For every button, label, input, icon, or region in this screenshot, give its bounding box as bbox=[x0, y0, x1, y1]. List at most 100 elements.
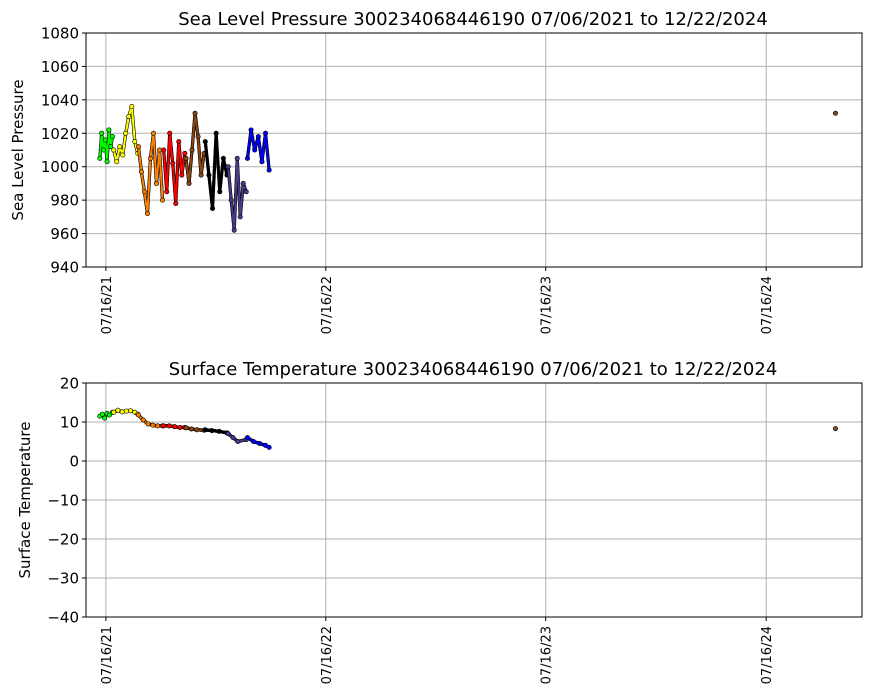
data-point bbox=[145, 421, 151, 427]
data-point bbox=[235, 438, 241, 444]
x-tick-label: 07/16/24 bbox=[760, 276, 775, 334]
series-4 bbox=[183, 110, 207, 186]
data-point bbox=[123, 130, 129, 136]
data-point bbox=[106, 127, 112, 133]
data-point bbox=[153, 180, 159, 186]
series-3 bbox=[161, 423, 188, 430]
data-point bbox=[186, 180, 192, 186]
data-point bbox=[160, 197, 166, 203]
y-tick-label: −10 bbox=[47, 492, 79, 510]
data-point bbox=[150, 130, 156, 136]
y-axis-label: Sea Level Pressure bbox=[9, 79, 27, 220]
series-7 bbox=[244, 435, 272, 450]
data-point bbox=[117, 144, 123, 150]
x-tick-label: 07/16/22 bbox=[320, 276, 335, 334]
x-tick-label: 07/16/24 bbox=[760, 626, 775, 684]
data-point bbox=[114, 159, 120, 165]
data-point bbox=[216, 428, 222, 434]
data-point bbox=[115, 407, 121, 413]
data-point bbox=[120, 152, 126, 158]
data-point bbox=[250, 438, 256, 444]
series-1 bbox=[111, 407, 141, 417]
data-point bbox=[144, 211, 150, 217]
data-point bbox=[164, 189, 170, 195]
series-8 bbox=[832, 110, 838, 116]
data-point bbox=[198, 172, 204, 178]
data-point bbox=[100, 147, 106, 153]
y-tick-label: 1020 bbox=[41, 125, 79, 143]
data-point bbox=[202, 427, 208, 433]
chart-title: Sea Level Pressure 300234068446190 07/06… bbox=[178, 9, 768, 30]
data-point bbox=[111, 409, 117, 415]
sea-level-pressure-chart: Sea Level Pressure 300234068446190 07/06… bbox=[9, 9, 863, 334]
x-tick-label: 07/16/22 bbox=[320, 626, 335, 684]
data-point bbox=[102, 415, 108, 421]
data-point bbox=[173, 200, 179, 206]
data-point bbox=[213, 130, 219, 136]
data-point bbox=[170, 160, 176, 166]
y-tick-label: −40 bbox=[47, 609, 79, 627]
data-point bbox=[108, 144, 114, 150]
series-0 bbox=[97, 127, 116, 165]
data-point bbox=[192, 110, 198, 116]
data-point bbox=[243, 189, 249, 195]
series-8 bbox=[832, 426, 838, 432]
data-point bbox=[182, 150, 188, 156]
data-point bbox=[179, 172, 185, 178]
data-point bbox=[147, 155, 153, 161]
data-point bbox=[138, 169, 144, 175]
data-point bbox=[189, 147, 195, 153]
surface-temperature-chart: Surface Temperature 300234068446190 07/0… bbox=[16, 359, 863, 684]
series-7 bbox=[244, 127, 272, 173]
series-5 bbox=[202, 130, 230, 212]
y-tick-label: 980 bbox=[50, 192, 79, 210]
data-point bbox=[263, 130, 269, 136]
series-4 bbox=[183, 425, 207, 433]
y-tick-label: −20 bbox=[47, 531, 79, 549]
series-3 bbox=[161, 130, 188, 206]
data-point bbox=[244, 155, 250, 161]
x-ticks: 07/16/21 07/16/22 07/16/23 07/16/24 bbox=[100, 267, 775, 334]
y-ticks: −40 −30 −20 −10 0 10 20 bbox=[47, 375, 86, 627]
x-ticks: 07/16/21 07/16/22 07/16/23 07/16/24 bbox=[100, 617, 775, 684]
y-axis-label: Surface Temperature bbox=[16, 422, 34, 579]
data-points bbox=[97, 407, 838, 450]
data-point bbox=[110, 134, 116, 140]
data-point bbox=[231, 227, 237, 233]
data-point bbox=[166, 423, 172, 429]
data-point bbox=[161, 147, 167, 153]
y-tick-label: 10 bbox=[60, 414, 79, 432]
data-point bbox=[195, 134, 201, 140]
data-point bbox=[141, 189, 147, 195]
data-point bbox=[99, 130, 105, 136]
chart-title: Surface Temperature 300234068446190 07/0… bbox=[169, 359, 778, 380]
data-point bbox=[111, 147, 117, 153]
plot-area bbox=[85, 32, 863, 268]
data-point bbox=[183, 155, 189, 161]
data-point bbox=[119, 409, 125, 415]
y-ticks: 940 960 980 1000 1020 1040 1060 1080 bbox=[41, 25, 86, 277]
data-point bbox=[161, 423, 167, 429]
data-point bbox=[206, 172, 212, 178]
y-tick-label: 1000 bbox=[41, 158, 79, 176]
series-5 bbox=[202, 427, 230, 436]
data-point bbox=[123, 408, 129, 414]
y-tick-label: 1080 bbox=[41, 25, 79, 43]
data-point bbox=[225, 164, 231, 170]
data-point bbox=[202, 139, 208, 145]
data-point bbox=[106, 412, 112, 418]
y-tick-label: 20 bbox=[60, 375, 79, 393]
data-point bbox=[128, 408, 134, 414]
data-point bbox=[167, 130, 173, 136]
x-tick-label: 07/16/21 bbox=[100, 276, 115, 334]
y-tick-label: 960 bbox=[50, 225, 79, 243]
data-point bbox=[255, 134, 261, 140]
series-6 bbox=[225, 155, 249, 233]
data-point bbox=[132, 139, 138, 145]
x-tick-label: 07/16/23 bbox=[540, 626, 555, 684]
data-point bbox=[177, 424, 183, 430]
y-tick-label: 1060 bbox=[41, 58, 79, 76]
data-point bbox=[104, 159, 110, 165]
data-point bbox=[126, 114, 132, 120]
